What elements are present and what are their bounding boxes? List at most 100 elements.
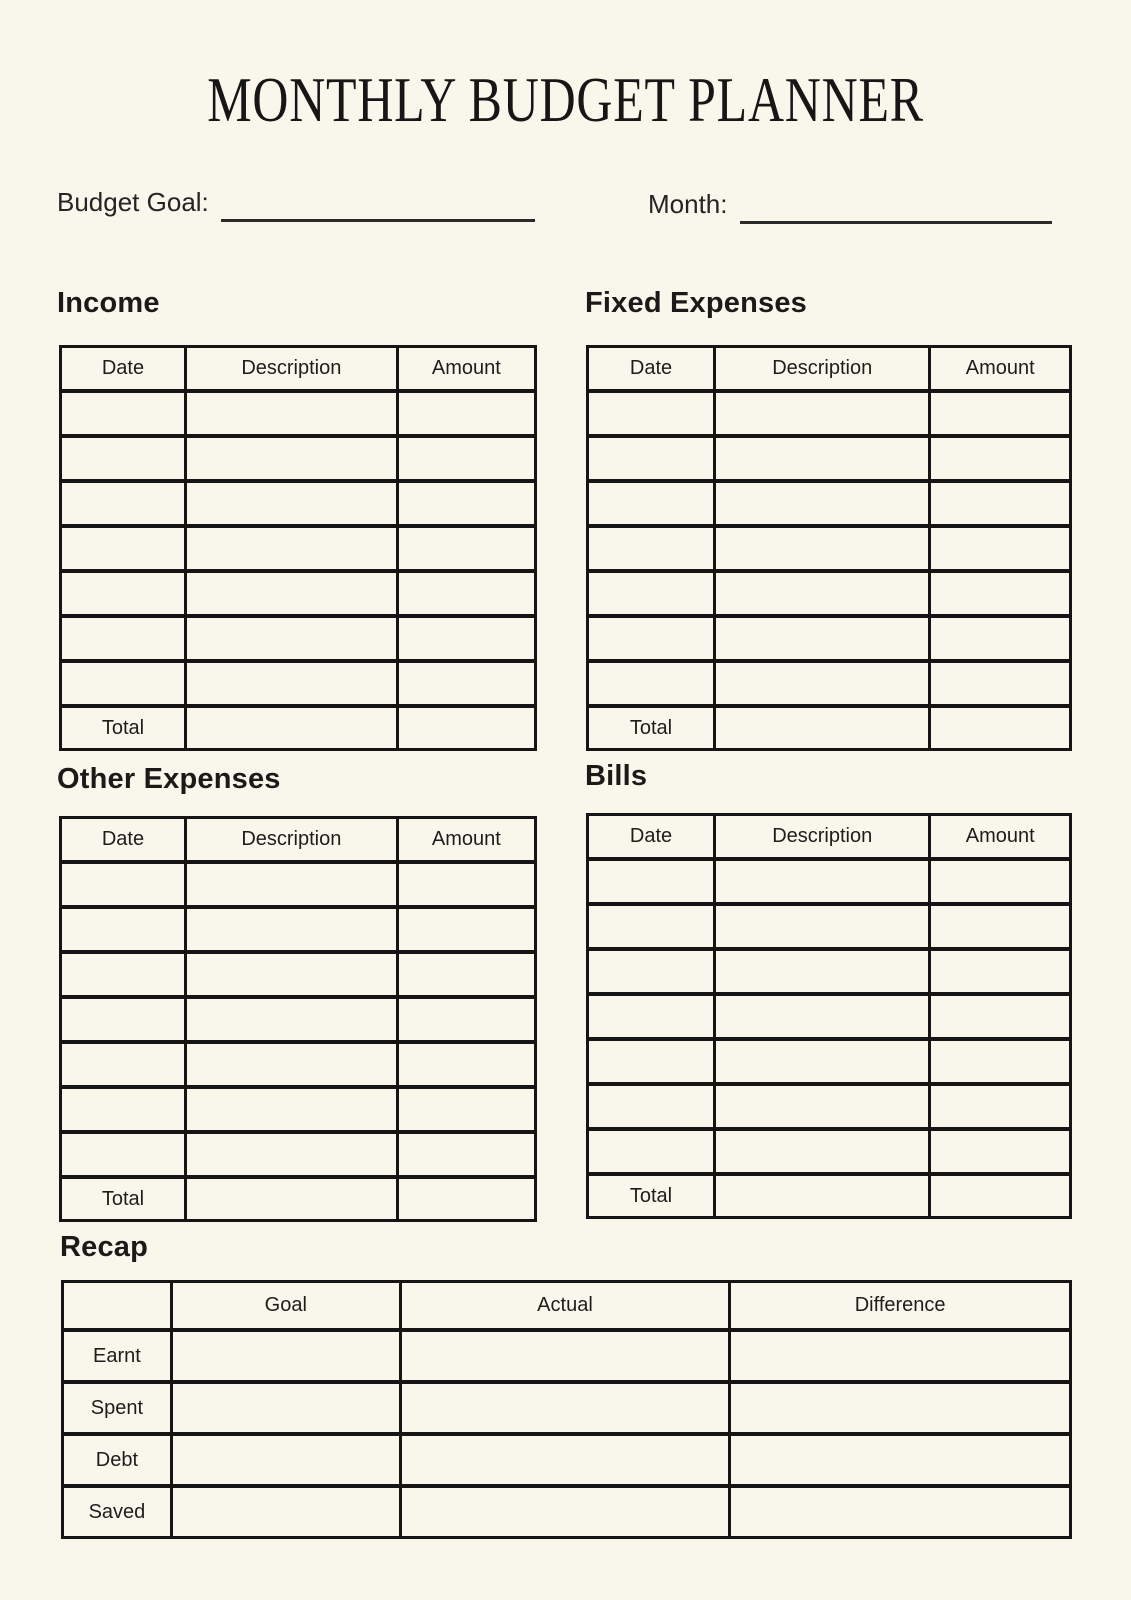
entry-cell[interactable] <box>59 479 187 528</box>
month-input-line[interactable] <box>739 188 1052 224</box>
entry-cell[interactable] <box>713 992 932 1041</box>
entry-cell[interactable] <box>728 1484 1072 1539</box>
entry-cell[interactable] <box>395 479 538 528</box>
entry-cell[interactable] <box>585 659 717 708</box>
entry-cell[interactable] <box>59 614 187 663</box>
entry-cell[interactable] <box>395 950 538 999</box>
entry-cell[interactable] <box>928 524 1072 573</box>
entry-cell[interactable] <box>728 1328 1072 1384</box>
entry-cell[interactable] <box>59 1040 187 1089</box>
entry-cell[interactable] <box>713 389 932 438</box>
entry-cell[interactable] <box>183 995 399 1044</box>
entry-cell[interactable] <box>59 434 187 483</box>
entry-cell[interactable] <box>183 1130 399 1179</box>
entry-cell[interactable] <box>395 659 538 708</box>
entry-cell[interactable] <box>395 995 538 1044</box>
entry-cell[interactable] <box>183 389 399 438</box>
entry-cell[interactable] <box>713 1127 932 1176</box>
entry-cell[interactable] <box>395 434 538 483</box>
entry-cell[interactable] <box>183 1085 399 1134</box>
entry-cell[interactable] <box>183 659 399 708</box>
entry-cell[interactable] <box>395 524 538 573</box>
entry-cell[interactable] <box>713 524 932 573</box>
entry-cell[interactable] <box>585 434 717 483</box>
entry-cell[interactable] <box>585 992 717 1041</box>
entry-cell[interactable] <box>585 524 717 573</box>
entry-cell[interactable] <box>928 389 1072 438</box>
entry-cell[interactable] <box>169 1484 402 1539</box>
entry-cell[interactable] <box>928 947 1072 996</box>
entry-cell[interactable] <box>713 434 932 483</box>
entry-cell[interactable] <box>585 947 717 996</box>
entry-cell[interactable] <box>183 950 399 999</box>
entry-cell[interactable] <box>398 1432 732 1488</box>
total-amount-cell[interactable] <box>395 704 538 751</box>
entry-cell[interactable] <box>59 995 187 1044</box>
entry-cell[interactable] <box>398 1484 732 1539</box>
total-value-cell[interactable] <box>713 704 932 751</box>
entry-cell[interactable] <box>713 659 932 708</box>
entry-cell[interactable] <box>59 524 187 573</box>
entry-cell[interactable] <box>713 857 932 906</box>
entry-cell[interactable] <box>713 569 932 618</box>
entry-cell[interactable] <box>928 659 1072 708</box>
entry-cell[interactable] <box>928 1037 1072 1086</box>
entry-cell[interactable] <box>928 1127 1072 1176</box>
entry-cell[interactable] <box>585 857 717 906</box>
entry-cell[interactable] <box>928 479 1072 528</box>
entry-cell[interactable] <box>928 1082 1072 1131</box>
total-amount-cell[interactable] <box>928 1172 1072 1219</box>
entry-cell[interactable] <box>585 902 717 951</box>
entry-cell[interactable] <box>713 479 932 528</box>
entry-cell[interactable] <box>395 569 538 618</box>
entry-cell[interactable] <box>585 569 717 618</box>
entry-cell[interactable] <box>395 389 538 438</box>
entry-cell[interactable] <box>59 905 187 954</box>
entry-cell[interactable] <box>169 1328 402 1384</box>
entry-cell[interactable] <box>585 1082 717 1131</box>
total-value-cell[interactable] <box>713 1172 932 1219</box>
entry-cell[interactable] <box>713 614 932 663</box>
total-amount-cell[interactable] <box>928 704 1072 751</box>
entry-cell[interactable] <box>928 857 1072 906</box>
entry-cell[interactable] <box>585 479 717 528</box>
entry-cell[interactable] <box>928 614 1072 663</box>
entry-cell[interactable] <box>395 1085 538 1134</box>
entry-cell[interactable] <box>585 614 717 663</box>
entry-cell[interactable] <box>585 1037 717 1086</box>
entry-cell[interactable] <box>585 1127 717 1176</box>
entry-cell[interactable] <box>928 569 1072 618</box>
entry-cell[interactable] <box>713 902 932 951</box>
entry-cell[interactable] <box>395 1130 538 1179</box>
entry-cell[interactable] <box>713 1037 932 1086</box>
entry-cell[interactable] <box>183 860 399 909</box>
entry-cell[interactable] <box>59 389 187 438</box>
entry-cell[interactable] <box>183 614 399 663</box>
entry-cell[interactable] <box>59 950 187 999</box>
entry-cell[interactable] <box>169 1380 402 1436</box>
entry-cell[interactable] <box>183 569 399 618</box>
entry-cell[interactable] <box>59 569 187 618</box>
entry-cell[interactable] <box>183 1040 399 1089</box>
entry-cell[interactable] <box>395 905 538 954</box>
entry-cell[interactable] <box>59 1130 187 1179</box>
entry-cell[interactable] <box>585 389 717 438</box>
entry-cell[interactable] <box>395 1040 538 1089</box>
entry-cell[interactable] <box>713 1082 932 1131</box>
entry-cell[interactable] <box>59 1085 187 1134</box>
entry-cell[interactable] <box>59 860 187 909</box>
entry-cell[interactable] <box>398 1380 732 1436</box>
entry-cell[interactable] <box>183 524 399 573</box>
entry-cell[interactable] <box>169 1432 402 1488</box>
total-amount-cell[interactable] <box>395 1175 538 1222</box>
budget-goal-input-line[interactable] <box>220 186 535 222</box>
entry-cell[interactable] <box>928 434 1072 483</box>
entry-cell[interactable] <box>728 1380 1072 1436</box>
entry-cell[interactable] <box>183 905 399 954</box>
entry-cell[interactable] <box>928 902 1072 951</box>
entry-cell[interactable] <box>59 659 187 708</box>
entry-cell[interactable] <box>395 860 538 909</box>
entry-cell[interactable] <box>183 479 399 528</box>
total-value-cell[interactable] <box>183 1175 399 1222</box>
entry-cell[interactable] <box>928 992 1072 1041</box>
